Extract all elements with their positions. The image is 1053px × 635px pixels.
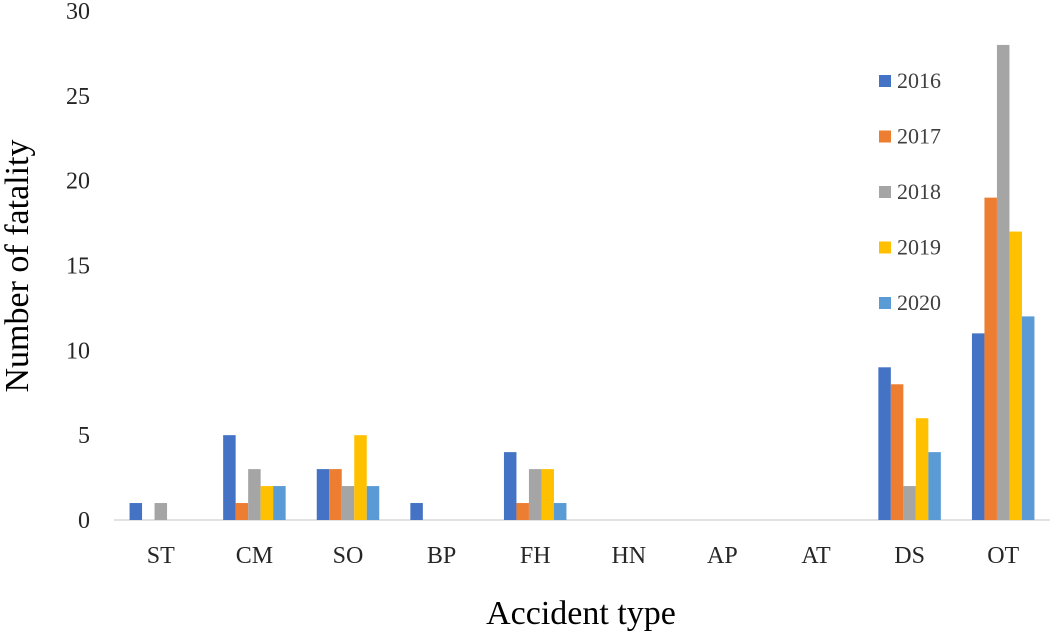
y-tick-label: 5 [78,423,90,449]
bar-2017-FH [516,503,529,520]
y-tick-label: 10 [66,338,90,364]
bar-2016-BP [410,503,423,520]
bar-2016-SO [316,469,330,520]
x-tick-label: FH [520,543,551,569]
bar-2020-FH [553,503,567,520]
legend-label-2018: 2018 [897,179,941,204]
legend-swatch-2020 [879,297,891,309]
x-tick-label: DS [894,543,925,569]
legend: 2016 2017 2018 2019 2020 [879,68,941,315]
bar-2017-CM [235,503,249,520]
bar-2018-FH [528,469,542,520]
x-tick-label: OT [987,543,1019,569]
y-tick-label: 20 [66,169,90,195]
bar-2016-DS [878,367,891,520]
y-tick-label: 30 [66,0,90,25]
y-tick-label: 0 [78,508,90,534]
bar-2017-SO [329,469,342,520]
legend-label-2020: 2020 [897,290,941,315]
bar-2020-CM [273,486,286,520]
y-tick-label: 15 [66,254,90,280]
bar-2019-DS [915,418,929,520]
bar-2020-OT [1021,316,1035,520]
x-tick-label: AT [801,543,831,569]
legend-swatch-2019 [879,241,891,254]
x-axis-title: Accident type [486,595,676,632]
legend-swatch-2017 [879,130,891,143]
bar-2016-FH [503,452,517,520]
bar-2019-CM [260,486,274,520]
bar-2019-SO [354,435,367,520]
bar-2016-CM [223,435,236,520]
legend-label-2019: 2019 [897,235,941,260]
x-tick-label: CM [236,543,273,569]
x-tick-label: BP [427,543,456,569]
y-axis: 0 5 10 15 20 25 30 [66,0,90,534]
bar-2018-SO [341,486,355,520]
y-tick-label: 25 [66,84,90,110]
x-tick-label: AP [707,543,738,569]
x-tick-label: SO [333,543,364,569]
bars [129,44,1035,521]
x-axis: ST CM SO BP FH HN AP AT DS OT [114,519,1050,569]
bar-2018-CM [248,469,261,520]
bar-2017-DS [890,384,904,520]
bar-2016-ST [129,503,143,520]
legend-swatch-2016 [879,75,891,87]
bar-2018-ST [154,503,168,520]
bar-2020-SO [366,486,380,520]
bar-2018-OT [996,44,1010,520]
bar-2016-OT [971,333,985,520]
bar-2020-DS [928,452,941,520]
bar-2017-OT [984,197,997,520]
x-tick-label: ST [147,543,175,569]
bar-2019-FH [541,469,554,520]
x-tick-label: HN [611,543,646,569]
legend-swatch-2018 [879,186,891,198]
legend-label-2016: 2016 [897,68,941,93]
bar-2019-OT [1009,231,1022,521]
bar-2018-DS [903,486,916,520]
legend-label-2017: 2017 [897,124,941,149]
y-axis-title: Number of fatality [0,139,36,392]
